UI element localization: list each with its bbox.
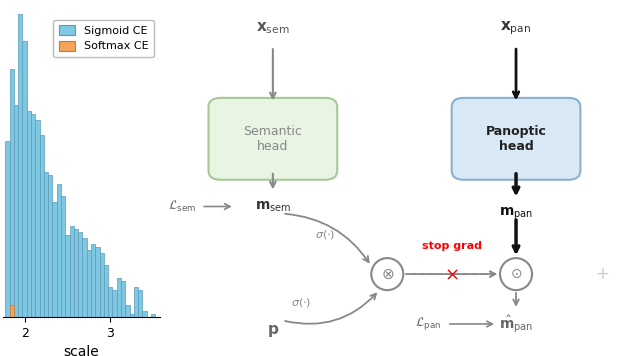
Text: $\times$: $\times$ [444, 265, 459, 283]
Ellipse shape [500, 258, 532, 290]
Bar [74, 229, 78, 317]
Text: Panoptic
head: Panoptic head [486, 125, 547, 153]
Text: $\mathcal{L}_\mathrm{pan}$: $\mathcal{L}_\mathrm{pan}$ [415, 315, 441, 333]
Bar [129, 314, 134, 317]
Bar [5, 141, 10, 317]
Bar [48, 175, 52, 317]
Bar [143, 311, 147, 317]
Bar [91, 244, 95, 317]
Ellipse shape [371, 258, 403, 290]
Text: $\mathbf{m}_\mathrm{sem}$: $\mathbf{m}_\mathrm{sem}$ [255, 199, 291, 214]
Bar [83, 238, 87, 317]
Bar [134, 287, 138, 317]
Bar [104, 266, 108, 317]
Text: $\mathbf{p}$: $\mathbf{p}$ [267, 323, 279, 339]
Bar [10, 69, 14, 317]
Bar [40, 135, 44, 317]
Bar [100, 253, 104, 317]
Text: $\mathcal{L}_\mathrm{sem}$: $\mathcal{L}_\mathrm{sem}$ [168, 199, 196, 214]
Text: $\odot$: $\odot$ [510, 267, 522, 281]
Bar [35, 120, 40, 317]
Bar [14, 105, 18, 317]
Bar [108, 287, 113, 317]
Bar [78, 232, 83, 317]
Legend: Sigmoid CE, Softmax CE: Sigmoid CE, Softmax CE [53, 20, 154, 57]
Bar [151, 314, 156, 317]
Text: stop grad: stop grad [422, 241, 482, 251]
X-axis label: scale: scale [64, 345, 99, 356]
FancyBboxPatch shape [452, 98, 580, 180]
Bar [125, 305, 129, 317]
FancyBboxPatch shape [209, 98, 337, 180]
Text: $\mathbf{m}_\mathrm{pan}$: $\mathbf{m}_\mathrm{pan}$ [499, 205, 533, 222]
Bar [44, 172, 48, 317]
Text: $\mathbf{x}_\mathrm{sem}$: $\mathbf{x}_\mathrm{sem}$ [256, 21, 290, 36]
Text: $\hat{\mathbf{m}}_\mathrm{pan}$: $\hat{\mathbf{m}}_\mathrm{pan}$ [499, 313, 533, 335]
Text: $\mathbf{x}_\mathrm{pan}$: $\mathbf{x}_\mathrm{pan}$ [500, 20, 532, 37]
Text: $\sigma(\cdot)$: $\sigma(\cdot)$ [291, 296, 312, 309]
Bar [22, 42, 27, 317]
Bar [52, 202, 57, 317]
Bar [10, 305, 14, 317]
Bar [57, 184, 61, 317]
Text: $\sigma(\cdot)$: $\sigma(\cdot)$ [315, 229, 335, 241]
Bar [61, 196, 65, 317]
Bar [65, 235, 70, 317]
Text: $\otimes$: $\otimes$ [381, 267, 394, 282]
Bar [95, 247, 100, 317]
Bar [121, 281, 125, 317]
Bar [31, 114, 35, 317]
Bar [70, 226, 74, 317]
Bar [18, 14, 22, 317]
Text: Semantic
head: Semantic head [243, 125, 302, 153]
Bar [87, 250, 91, 317]
Bar [113, 290, 116, 317]
Bar [27, 111, 31, 317]
Bar [116, 278, 121, 317]
Bar [138, 290, 143, 317]
Text: $+$: $+$ [595, 265, 609, 283]
